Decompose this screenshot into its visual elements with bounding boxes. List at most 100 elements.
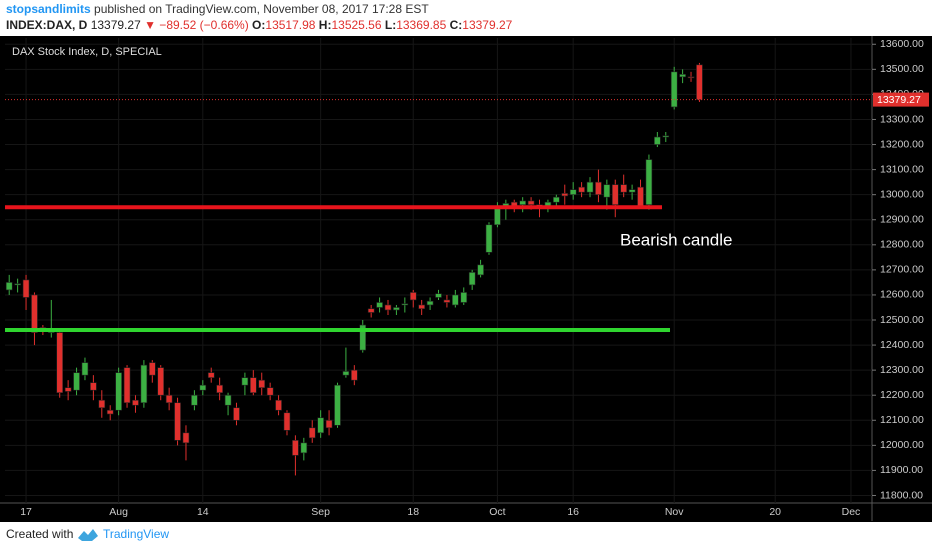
candle-body	[14, 283, 21, 286]
y-tick-label: 11900.00	[880, 464, 923, 476]
candle-body	[477, 264, 484, 276]
candle-body	[696, 64, 703, 100]
candle-body	[56, 332, 64, 394]
plot: 11800.00 11900.00 12000.00 12100.00 12200.00…	[5, 38, 929, 518]
x-tick-label: Aug	[109, 506, 128, 518]
candle-body	[258, 379, 266, 388]
y-tick-label: 12200.00	[880, 389, 924, 401]
candle-body	[132, 399, 139, 406]
open-label: O:	[252, 18, 265, 32]
y-tick-label: 13500.00	[880, 63, 924, 75]
candle-body	[123, 367, 131, 404]
published-text: published on TradingView.com, November 0…	[91, 2, 430, 16]
candle-body	[266, 387, 274, 396]
candle-body	[569, 189, 577, 195]
publish-line: stopsandlimits published on TradingView.…	[6, 2, 429, 16]
low-label: L:	[385, 18, 396, 32]
y-tick-label: 12800.00	[880, 239, 924, 251]
candle-body	[611, 184, 619, 205]
low-value: 13369.85	[396, 18, 446, 32]
candle-body	[435, 293, 442, 298]
change: ▼ −89.52 (−0.66%)	[144, 18, 249, 32]
close-label: C:	[450, 18, 463, 32]
candle-body	[367, 308, 375, 313]
chart-background	[0, 36, 932, 522]
candle-body	[401, 303, 409, 306]
candle-body	[679, 74, 686, 78]
last-price-marker	[873, 92, 929, 107]
x-tick-label: Sep	[311, 506, 330, 518]
candle-body	[376, 302, 383, 308]
candle-body	[64, 387, 72, 392]
x-tick-label: 17	[20, 506, 32, 518]
open-value: 13517.98	[265, 18, 315, 32]
x-tick-label: Nov	[665, 506, 684, 518]
candle-body	[241, 377, 249, 386]
symbol: INDEX:DAX, D	[6, 18, 88, 32]
candle-body	[553, 196, 560, 203]
y-tick-label: 13000.00	[880, 188, 924, 200]
candle-body	[578, 186, 585, 193]
candle-body	[157, 367, 165, 396]
last-price-label: 13379.27	[877, 94, 921, 106]
candle-body	[452, 294, 459, 306]
annotation: Bearish candle	[620, 230, 732, 249]
candle-body	[468, 272, 476, 286]
y-tick-label: 12700.00	[880, 264, 924, 276]
candle-body	[90, 382, 97, 391]
candle-body	[418, 304, 425, 310]
candle-body	[191, 394, 198, 406]
candle-body	[300, 442, 308, 454]
candle-body	[292, 440, 299, 456]
candle-body	[325, 419, 333, 429]
candle-body	[351, 369, 358, 381]
candle-body	[73, 372, 80, 391]
y-tick-label: 12600.00	[880, 289, 924, 301]
candle-body	[662, 135, 670, 138]
footer-brand: TradingView	[103, 527, 169, 541]
candle-body	[494, 206, 501, 226]
candle-body	[207, 372, 215, 378]
y-tick-label: 13600.00	[880, 38, 924, 50]
y-tick-label: 12900.00	[880, 214, 924, 226]
candle-body	[687, 76, 695, 79]
candle-body	[342, 371, 350, 376]
candle-body	[460, 292, 468, 303]
candle-body	[308, 427, 316, 439]
candle-body	[561, 193, 569, 197]
candle-body	[628, 189, 636, 193]
candle-body	[174, 402, 181, 441]
x-tick-label: 20	[769, 506, 781, 518]
y-tick-label: 12300.00	[880, 364, 924, 376]
quote-line: INDEX:DAX, D 13379.27 ▼ −89.52 (−0.66%) …	[6, 18, 513, 32]
candle-body	[654, 136, 661, 145]
footer-created: Created with	[6, 527, 73, 541]
y-tick-label: 12100.00	[880, 414, 924, 426]
candle-body	[384, 304, 392, 311]
candle-body	[637, 186, 644, 208]
candle-body	[22, 279, 30, 298]
candle-body	[224, 394, 232, 406]
y-tick-label: 12000.00	[880, 439, 924, 451]
y-tick-label: 13300.00	[880, 113, 924, 125]
high-value: 13525.56	[331, 18, 381, 32]
candle-body	[595, 181, 602, 195]
candle-body	[485, 224, 493, 253]
logo-shape	[78, 529, 98, 541]
candle-body	[670, 71, 678, 108]
x-tick-label: 14	[197, 506, 209, 518]
candle-body	[182, 432, 190, 444]
candle-body	[31, 294, 38, 333]
x-tick-label: Dec	[842, 506, 861, 518]
candle-body	[149, 362, 156, 376]
x-tick-label: Oct	[489, 506, 505, 518]
x-tick-label: 18	[407, 506, 419, 518]
close-value: 13379.27	[462, 18, 512, 32]
y-tick-label: 12500.00	[880, 314, 924, 326]
candle-body	[98, 399, 106, 409]
y-tick-label: 12400.00	[880, 339, 924, 351]
candle-body	[443, 299, 451, 303]
high-label: H:	[319, 18, 332, 32]
candle-body	[165, 394, 173, 404]
